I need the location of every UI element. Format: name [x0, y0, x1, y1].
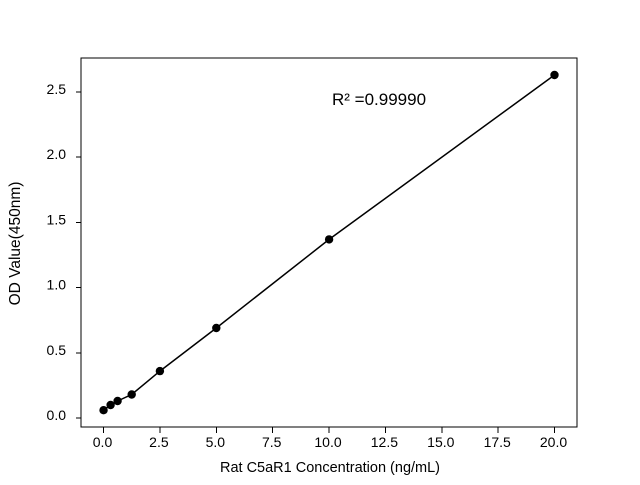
svg-text:2.0: 2.0 — [47, 146, 67, 162]
svg-text:0.0: 0.0 — [93, 434, 113, 450]
svg-text:7.5: 7.5 — [262, 434, 282, 450]
svg-text:20.0: 20.0 — [540, 434, 567, 450]
svg-text:15.0: 15.0 — [427, 434, 454, 450]
svg-text:OD Value(450nm): OD Value(450nm) — [7, 182, 24, 306]
svg-text:0.0: 0.0 — [47, 407, 67, 423]
svg-text:17.5: 17.5 — [484, 434, 511, 450]
svg-text:1.5: 1.5 — [47, 211, 67, 227]
svg-text:2.5: 2.5 — [47, 81, 67, 97]
svg-text:12.5: 12.5 — [371, 434, 398, 450]
svg-text:0.5: 0.5 — [47, 342, 67, 358]
svg-text:R² =0.99990: R² =0.99990 — [332, 90, 426, 109]
svg-text:1.0: 1.0 — [47, 277, 67, 293]
svg-text:10.0: 10.0 — [314, 434, 341, 450]
svg-text:2.5: 2.5 — [149, 434, 169, 450]
svg-text:Rat C5aR1 Concentration (ng/mL: Rat C5aR1 Concentration (ng/mL) — [220, 460, 440, 476]
svg-text:5.0: 5.0 — [206, 434, 226, 450]
